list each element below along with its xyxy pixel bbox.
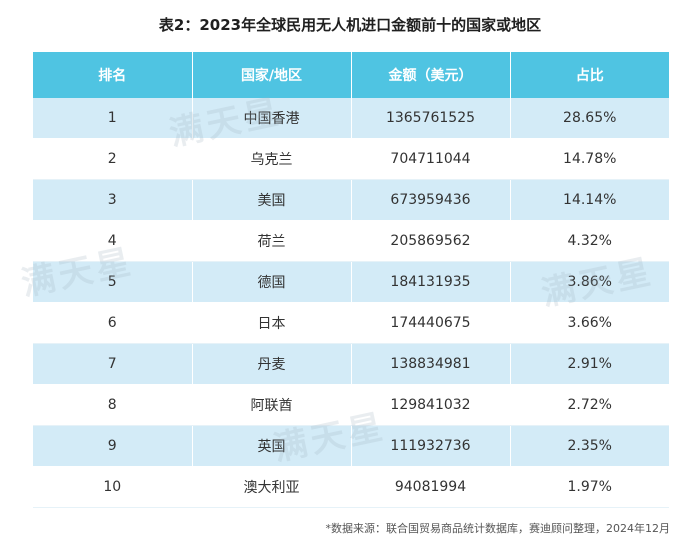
cell-share: 28.65% (510, 98, 669, 139)
cell-rank: 9 (33, 425, 193, 467)
table-title: 表2：2023年全球民用无人机进口金额前十的国家或地区 (158, 16, 542, 34)
cell-amount: 174440675 (351, 302, 511, 344)
cell-region: 澳大利亚 (192, 466, 352, 508)
table-row: 3 美国 673959436 14.14% (33, 179, 669, 221)
data-table-container: 排名 国家/地区 金额（美元） 占比 1 中国香港 1365761525 28.65%… (33, 52, 669, 508)
table-row: 10 澳大利亚 94081994 1.97% (33, 466, 669, 508)
cell-rank: 7 (33, 343, 193, 385)
table-row: 8 阿联酋 129841032 2.72% (33, 384, 669, 426)
cell-rank: 3 (33, 179, 193, 221)
table-row: 2 乌克兰 704711044 14.78% (33, 138, 669, 180)
cell-region: 美国 (192, 179, 352, 221)
table-row: 6 日本 174440675 3.66% (33, 302, 669, 344)
header-amount: 金额（美元） (351, 52, 511, 98)
cell-amount: 673959436 (351, 179, 511, 221)
cell-amount: 704711044 (351, 138, 511, 180)
table-row: 7 丹麦 138834981 2.91% (33, 343, 669, 385)
cell-region: 乌克兰 (192, 138, 352, 180)
cell-share: 2.72% (510, 384, 669, 426)
header-region: 国家/地区 (192, 52, 352, 98)
cell-amount: 1365761525 (351, 98, 511, 139)
cell-region: 日本 (192, 302, 352, 344)
cell-share: 2.91% (510, 343, 669, 385)
cell-share: 14.78% (510, 138, 669, 180)
cell-share: 4.32% (510, 220, 669, 262)
cell-rank: 6 (33, 302, 193, 344)
cell-rank: 4 (33, 220, 193, 262)
cell-region: 中国香港 (192, 98, 352, 139)
import-ranking-table: 排名 国家/地区 金额（美元） 占比 1 中国香港 1365761525 28.65%… (33, 52, 669, 508)
cell-share: 3.66% (510, 302, 669, 344)
table-row: 5 德国 184131935 3.86% (33, 261, 669, 303)
cell-region: 丹麦 (192, 343, 352, 385)
cell-share: 14.14% (510, 179, 669, 221)
cell-rank: 8 (33, 384, 193, 426)
cell-amount: 205869562 (351, 220, 511, 262)
cell-rank: 2 (33, 138, 193, 180)
cell-region: 阿联酋 (192, 384, 352, 426)
cell-region: 英国 (192, 425, 352, 467)
cell-amount: 184131935 (351, 261, 511, 303)
header-share: 占比 (510, 52, 669, 98)
header-rank: 排名 (33, 52, 193, 98)
cell-amount: 111932736 (351, 425, 511, 467)
source-note: *数据来源：联合国贸易商品统计数据库，赛迪顾问整理，2024年12月 (325, 522, 671, 535)
cell-share: 1.97% (510, 466, 669, 508)
table-header-row: 排名 国家/地区 金额（美元） 占比 (33, 52, 669, 98)
cell-amount: 129841032 (351, 384, 511, 426)
table-row: 9 英国 111932736 2.35% (33, 425, 669, 467)
cell-rank: 5 (33, 261, 193, 303)
table-row: 4 荷兰 205869562 4.32% (33, 220, 669, 262)
cell-rank: 1 (33, 98, 193, 139)
cell-amount: 138834981 (351, 343, 511, 385)
cell-amount: 94081994 (351, 466, 511, 508)
cell-region: 德国 (192, 261, 352, 303)
cell-share: 2.35% (510, 425, 669, 467)
table-row: 1 中国香港 1365761525 28.65% (33, 98, 669, 139)
cell-share: 3.86% (510, 261, 669, 303)
cell-rank: 10 (33, 466, 193, 508)
cell-region: 荷兰 (192, 220, 352, 262)
